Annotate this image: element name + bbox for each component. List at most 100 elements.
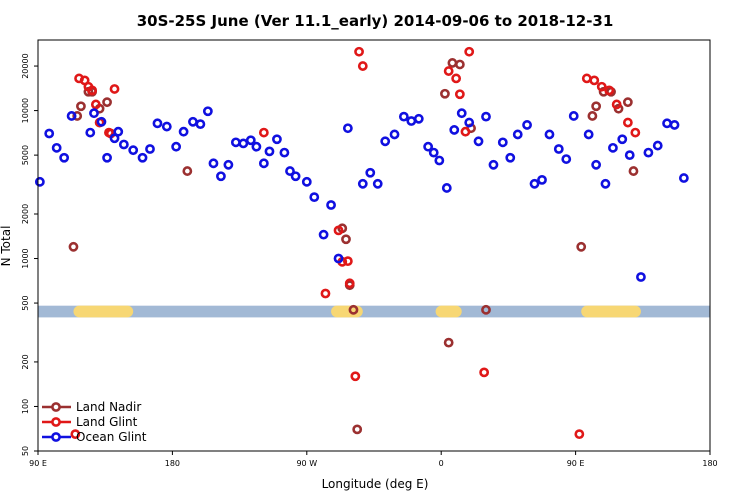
y-tick-label: 1000 (21, 248, 30, 268)
ocean-glint-point (568, 111, 579, 121)
x-tick-label: 0 (439, 459, 444, 468)
legend-entry-ocean-glint: Ocean Glint (42, 430, 147, 444)
land-nadir-point (622, 97, 633, 108)
ocean-glint-point (96, 116, 107, 127)
ocean-glint-point (342, 123, 353, 134)
ocean-glint-point (245, 135, 256, 146)
ocean-glint-point (669, 120, 680, 130)
ocean-glint-point (544, 129, 555, 140)
ocean-glint-point (497, 137, 508, 148)
ocean-glint-point (456, 108, 467, 119)
land-glint-point (574, 429, 585, 440)
land-band-segment (435, 305, 462, 318)
land-glint-point (630, 127, 641, 138)
y-tick-label: 10000 (21, 98, 30, 123)
ocean-glint-point (85, 127, 96, 138)
legend-entry-land-nadir: Land Nadir (42, 400, 141, 414)
land-glint-point (622, 117, 633, 128)
x-tick-label: 90 E (567, 459, 585, 468)
ocean-band (38, 305, 710, 318)
y-tick-label: 500 (21, 295, 30, 310)
land-glint-point (454, 89, 465, 100)
ocean-glint-point (258, 158, 269, 169)
land-glint-point (581, 73, 592, 84)
ocean-glint-point (441, 183, 452, 193)
ocean-glint-point (128, 145, 139, 156)
land-glint-point (479, 367, 490, 378)
land-nadir-point (576, 241, 587, 252)
land-glint-point (464, 46, 475, 57)
data-points (34, 46, 689, 440)
land-glint-point (354, 46, 364, 57)
land-nadir-point (440, 88, 450, 99)
ocean-glint-point (413, 113, 424, 124)
ocean-glint-point (102, 152, 112, 163)
land-glint-point (70, 429, 81, 440)
ocean-glint-point (624, 150, 635, 161)
ocean-glint-point (272, 134, 282, 145)
x-tick-label: 90 E (29, 459, 47, 468)
ocean-glint-point (406, 116, 417, 126)
ocean-glint-point (678, 173, 689, 183)
ocean-glint-point (389, 129, 400, 140)
ocean-glint-point (223, 159, 234, 170)
land-nadir-point (481, 304, 491, 315)
ocean-glint-point (449, 125, 460, 135)
legend-label: Land Glint (76, 415, 138, 429)
land-glint-point (87, 85, 98, 96)
ocean-glint-point (161, 121, 172, 132)
land-nadir-point (454, 59, 465, 70)
y-tick-label: 20000 (21, 53, 30, 78)
ocean-glint-point (473, 136, 484, 147)
ocean-glint-point (428, 147, 439, 158)
coverage-band (38, 305, 710, 318)
legend-marker (51, 432, 61, 442)
land-glint-point (344, 278, 355, 289)
ocean-glint-point (591, 159, 602, 170)
ocean-glint-point (34, 176, 45, 187)
land-nadir-point (72, 111, 83, 121)
land-glint-point (596, 81, 607, 92)
y-tick-label: 50 (21, 446, 30, 456)
ocean-glint-point (301, 176, 312, 187)
ocean-glint-point (238, 138, 249, 149)
ocean-glint-point (251, 141, 262, 152)
ocean-glint-point (365, 167, 376, 178)
ocean-glint-point (178, 126, 189, 137)
ocean-glint-point (137, 152, 148, 163)
ocean-glint-point (285, 166, 295, 176)
y-tick-label: 5000 (21, 145, 30, 165)
ocean-glint-point (481, 111, 491, 122)
land-glint-point (460, 126, 471, 137)
land-nadir-point (352, 424, 363, 435)
ocean-glint-point (423, 141, 434, 152)
ocean-glint-point (309, 192, 320, 203)
land-glint-point (451, 73, 462, 84)
ocean-glint-point (145, 144, 155, 154)
land-glint-point (333, 225, 344, 236)
land-nadir-point (341, 234, 351, 245)
land-glint-point (320, 288, 331, 299)
ocean-glint-point (357, 178, 368, 189)
ocean-glint-point (636, 272, 646, 282)
land-nadir-point (447, 58, 458, 68)
ocean-glint-point (464, 117, 475, 128)
x-tick-label: 180 (165, 459, 180, 468)
land-nadir-point (587, 111, 598, 121)
ocean-glint-point (230, 137, 241, 148)
ocean-glint-point (216, 171, 226, 182)
ocean-glint-point (171, 141, 182, 152)
ocean-glint-point (113, 126, 124, 137)
ocean-glint-point (380, 136, 391, 147)
land-glint-point (357, 61, 368, 71)
land-nadir-point (68, 241, 79, 252)
land-glint-point (109, 84, 120, 94)
land-glint-point (611, 99, 622, 110)
plot-frame (37, 39, 711, 452)
ocean-glint-point (264, 146, 275, 157)
land-glint-point (258, 127, 269, 138)
y-tick-label: 2000 (21, 204, 30, 224)
x-tick-label: 180 (702, 459, 717, 468)
